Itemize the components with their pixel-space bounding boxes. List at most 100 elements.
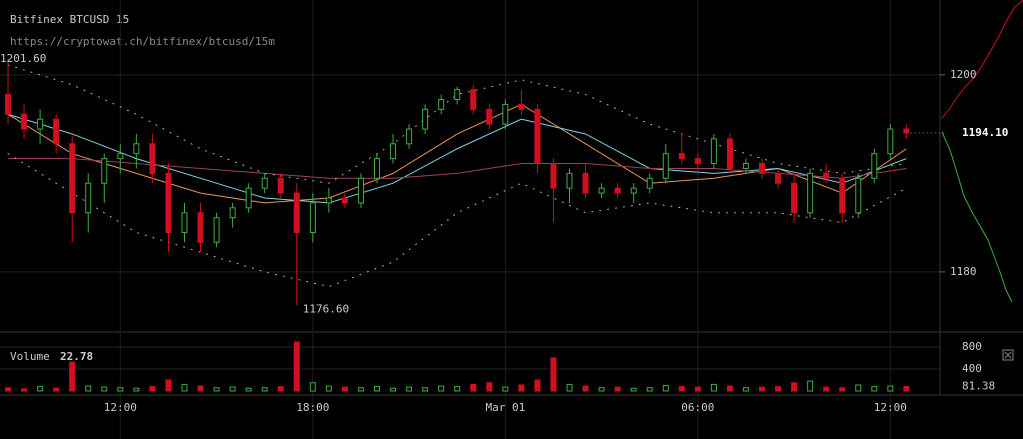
volume-bar — [277, 386, 284, 392]
volume-bar — [454, 386, 461, 392]
candle-body — [742, 163, 749, 169]
candle-body — [197, 212, 204, 243]
volume-bar — [518, 384, 525, 392]
candle-body — [181, 212, 188, 233]
candle-body — [357, 177, 364, 204]
volume-bar — [133, 387, 140, 392]
volume-bar — [903, 386, 910, 392]
candle-body — [325, 197, 332, 204]
candle-body — [807, 172, 814, 214]
volume-bar — [614, 386, 621, 392]
candle-body — [470, 89, 477, 110]
volume-bar — [694, 386, 701, 392]
candle-body — [133, 143, 140, 155]
candle-body — [37, 118, 44, 130]
close-button[interactable] — [1002, 349, 1014, 361]
moving-average — [8, 158, 907, 179]
volume-tick-label: 800 — [962, 340, 982, 353]
candle-body — [598, 187, 605, 194]
candle-body — [5, 94, 12, 115]
candle-body — [438, 98, 445, 110]
x-tick-label: 12:00 — [874, 401, 907, 414]
candle-body — [566, 172, 573, 189]
last-volume-label: 81.38 — [962, 380, 995, 393]
candle-body — [277, 177, 284, 194]
candle-body — [775, 172, 782, 184]
x-tick-label: 18:00 — [296, 401, 329, 414]
volume-tick-label: 400 — [962, 362, 982, 375]
candle-body — [839, 177, 846, 214]
volume-bar — [871, 386, 878, 392]
candle-body — [791, 182, 798, 214]
candle-body — [855, 177, 862, 214]
candle-body — [759, 163, 766, 174]
high-label: 1201.60 — [0, 52, 46, 65]
candle-body — [630, 187, 637, 194]
x-tick-label: 12:00 — [104, 401, 137, 414]
candle-body — [486, 108, 493, 125]
last-price-label: 1194.10 — [962, 126, 1008, 139]
candle-body — [149, 143, 156, 174]
volume-bar — [101, 386, 108, 392]
volume-bar — [213, 387, 220, 392]
volume-bar — [149, 386, 156, 392]
volume-bar — [229, 386, 236, 392]
chart-title: Bitfinex BTCUSD 15 — [10, 13, 129, 26]
volume-bar — [69, 361, 76, 392]
volume-bar — [742, 387, 749, 392]
volume-bar — [775, 386, 782, 392]
candle-body — [710, 138, 717, 165]
volume-bar — [534, 379, 541, 392]
candle-body — [903, 128, 910, 134]
volume-bar — [117, 387, 124, 392]
volume-bar — [438, 385, 445, 392]
volume-bar — [823, 386, 830, 392]
volume-bar — [678, 386, 685, 392]
candle-body — [309, 202, 316, 233]
candle-body — [871, 153, 878, 179]
volume-bar — [550, 357, 557, 392]
volume-bar — [53, 387, 60, 392]
candle-body — [550, 163, 557, 189]
x-tick-label: Mar 01 — [485, 401, 525, 414]
volume-bar — [710, 383, 717, 392]
volume-bar — [390, 387, 397, 392]
candle-body — [117, 153, 124, 160]
volume-bar — [791, 382, 798, 392]
candle-body — [293, 192, 300, 233]
candle-body — [229, 207, 236, 219]
candle-body — [534, 108, 541, 165]
candle-body — [69, 143, 76, 214]
candle-body — [261, 177, 268, 189]
candle-body — [582, 172, 589, 194]
volume-bar — [646, 387, 653, 392]
depth-asks — [941, 0, 1023, 119]
candle-body — [213, 217, 220, 243]
volume-bar — [807, 380, 814, 392]
volume-bar — [566, 383, 573, 392]
candle-body — [502, 103, 509, 125]
candle-body — [694, 158, 701, 165]
y-tick-label: 1200 — [950, 68, 977, 81]
candle-body — [245, 187, 252, 209]
candle-body — [85, 182, 92, 214]
candle-body — [726, 138, 733, 169]
low-label: 1176.60 — [303, 302, 349, 315]
depth-bids — [941, 131, 1013, 303]
volume-bar — [165, 379, 172, 392]
candle-body — [454, 89, 461, 100]
volume-bar — [245, 387, 252, 392]
volume-bar — [582, 385, 589, 392]
candle-body — [887, 128, 894, 155]
volume-bar — [85, 385, 92, 392]
volume-bar — [726, 385, 733, 392]
volume-bar — [5, 387, 12, 392]
volume-bar — [293, 341, 300, 392]
volume-bar — [470, 383, 477, 392]
candle-body — [53, 118, 60, 145]
volume-bar — [357, 387, 364, 392]
candle-body — [373, 158, 380, 179]
volume-bar — [261, 387, 268, 392]
